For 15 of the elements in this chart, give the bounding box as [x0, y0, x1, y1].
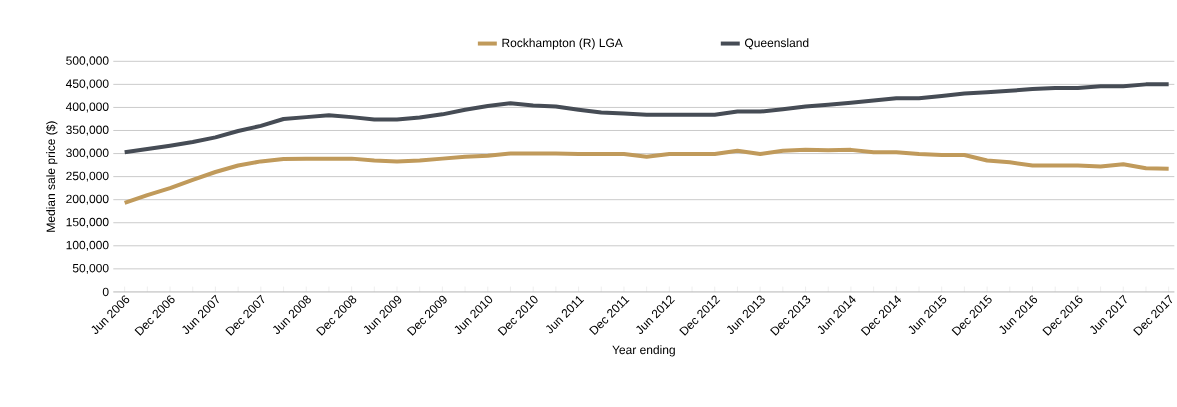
y-axis-title: Median sale price ($)	[46, 121, 58, 232]
x-axis-title: Year ending	[612, 345, 675, 357]
y-tick-label: 250,000	[66, 171, 109, 182]
y-tick-label: 150,000	[66, 217, 109, 228]
y-tick-label: 350,000	[66, 125, 109, 136]
y-tick-label: 0	[102, 287, 109, 297]
y-tick-label: 500,000	[66, 56, 109, 67]
y-tick-label: 400,000	[65, 102, 109, 113]
y-tick-label: 200,000	[66, 194, 109, 205]
y-tick-label: 50,000	[72, 264, 109, 275]
legend-label: Rockhampton (R) LGA	[502, 38, 623, 50]
y-tick-label: 100,000	[66, 241, 109, 251]
y-tick-label: 300,000	[66, 148, 109, 159]
legend-label: Queensland	[744, 38, 809, 50]
y-tick-label: 450,000	[65, 79, 109, 90]
